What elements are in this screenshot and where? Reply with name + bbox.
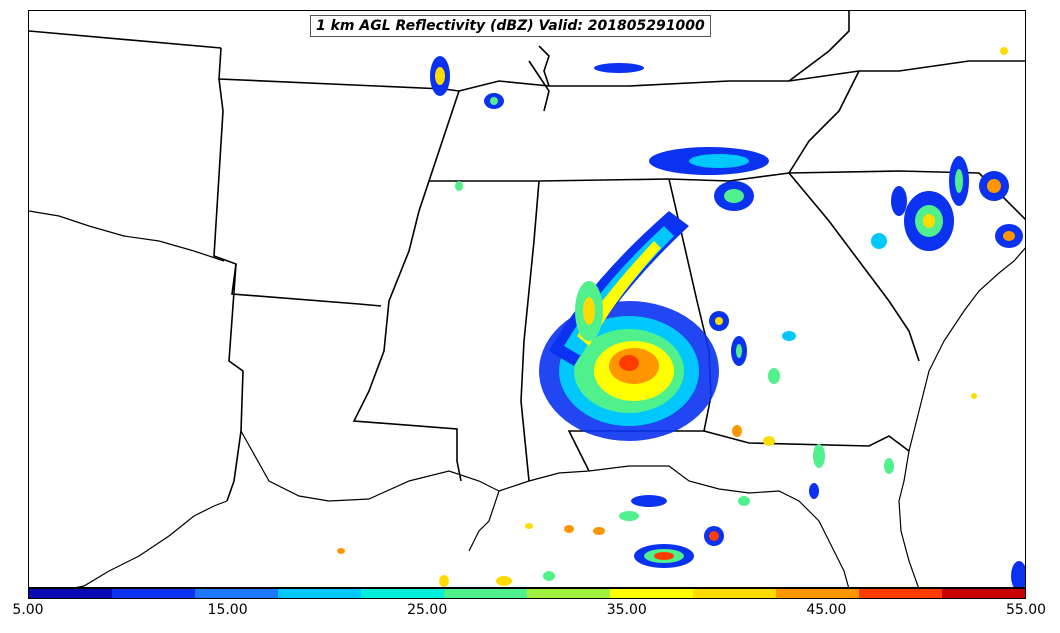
colorbar [28, 588, 1026, 599]
colorbar-tick-label: 15.00 [207, 602, 248, 618]
colorbar-segment [29, 589, 112, 598]
colorbar-segment [278, 589, 361, 598]
colorbar-segment [776, 589, 859, 598]
map-frame [28, 10, 1026, 588]
colorbar-segment [610, 589, 693, 598]
colorbar-tick-label: 55.00 [1005, 602, 1047, 618]
colorbar-segment [361, 589, 444, 598]
radar-echoes [337, 47, 1025, 587]
colorbar-segment [527, 589, 610, 598]
colorbar-tick-label: 35.00 [606, 602, 647, 618]
colorbar-tick-label: 5.00 [12, 602, 44, 618]
colorbar-tick-label: 25.00 [407, 602, 448, 618]
reflectivity-map [29, 11, 1025, 587]
colorbar-segment [444, 589, 527, 598]
colorbar-segment [859, 589, 942, 598]
state-boundaries [29, 11, 1025, 502]
colorbar-segment [693, 589, 776, 598]
colorbar-segment [942, 589, 1025, 598]
colorbar-tick-label: 45.00 [806, 602, 847, 618]
colorbar-segment [112, 589, 195, 598]
map-title: 1 km AGL Reflectivity (dBZ) Valid: 20180… [310, 15, 711, 37]
colorbar-segment [195, 589, 278, 598]
coastlines [29, 210, 1025, 587]
